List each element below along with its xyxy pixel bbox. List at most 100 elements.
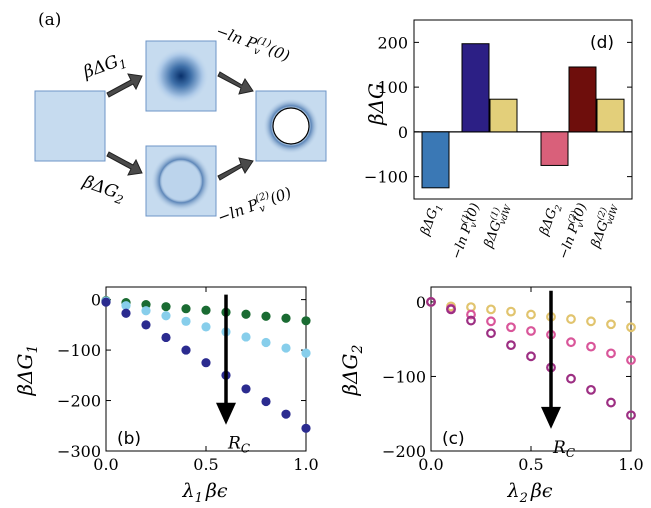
svg-text:βΔG2: βΔG2 bbox=[79, 172, 128, 208]
svg-text:−ln Pv(2)(0): −ln Pv(2)(0) bbox=[215, 183, 295, 230]
points-b bbox=[101, 296, 311, 433]
data-point-b-s1 bbox=[241, 332, 251, 342]
data-point-b-s2 bbox=[161, 332, 171, 343]
data-point-b-s1 bbox=[281, 343, 291, 353]
bar-y-tick-label: −100 bbox=[364, 168, 408, 187]
arrow-upper-right bbox=[217, 71, 254, 95]
x-tick-label-b: 0.0 bbox=[93, 455, 118, 474]
panel-label-a: (a) bbox=[38, 10, 61, 30]
y-axis-label-b: βΔG1 bbox=[13, 345, 41, 397]
bar-y-axis-label: βΔG bbox=[364, 83, 388, 126]
bar-category-label: βΔG1 bbox=[418, 201, 447, 239]
data-point-c-s2 bbox=[426, 297, 436, 307]
rc-arrow-c: RC bbox=[541, 290, 575, 460]
arrow-lower-left bbox=[106, 151, 143, 176]
bar-category-text: βΔG(1)vdW bbox=[478, 200, 514, 252]
bar-plot-frame bbox=[413, 19, 633, 200]
bar bbox=[461, 43, 490, 133]
data-point-b-s1 bbox=[121, 301, 131, 311]
bar-category-labels: βΔG1−ln P(1)v(0)βΔG(1)vdW βΔG2−ln P(2)v(0… bbox=[418, 200, 622, 261]
data-point-c-s2 bbox=[586, 384, 596, 395]
bar-y-tick-label: 200 bbox=[377, 33, 408, 52]
data-point-b-s0 bbox=[181, 304, 191, 314]
data-point-b-s1 bbox=[201, 322, 211, 332]
arrow-upper-left bbox=[106, 73, 143, 98]
rc-arrow-head-c bbox=[541, 406, 561, 429]
data-point-b-s0 bbox=[281, 313, 291, 323]
bar bbox=[421, 131, 450, 189]
rc-arrow-head-b bbox=[216, 402, 236, 425]
data-point-b-s1 bbox=[261, 337, 271, 348]
label-dG2: βΔG2 bbox=[79, 172, 128, 208]
x-tick-label-c: 0.5 bbox=[518, 455, 543, 474]
schematic-panel: (a) βΔG1 βΔG2 −ln Pv(1)(0) −ln Pv(2)(0) bbox=[34, 10, 327, 230]
bar-category-label: −ln P(1)v(0) bbox=[449, 201, 483, 261]
data-point-b-s2 bbox=[121, 308, 131, 318]
panel-label-c: (c) bbox=[442, 429, 465, 449]
panel-label-b: (b) bbox=[117, 429, 141, 449]
bar-y-tick-label: 0 bbox=[398, 123, 408, 142]
x-tick-label-c: 1.0 bbox=[618, 455, 643, 474]
svg-text:βΔG2: βΔG2 bbox=[338, 344, 366, 396]
label-lnP1: −ln Pv(1)(0) bbox=[213, 21, 293, 68]
bar-chart-bars bbox=[421, 43, 625, 189]
data-point-c-s2 bbox=[446, 304, 456, 315]
data-point-b-s0 bbox=[201, 305, 211, 315]
data-point-c-s1 bbox=[586, 341, 596, 352]
data-point-c-s2 bbox=[506, 340, 516, 351]
data-point-b-s2 bbox=[141, 320, 151, 330]
data-point-c-s2 bbox=[606, 397, 616, 408]
data-point-b-s2 bbox=[241, 384, 251, 394]
bar-category-label: βΔG(2)vdW bbox=[585, 200, 621, 252]
points-c bbox=[426, 297, 636, 421]
y-tick-label-b: −200 bbox=[57, 392, 101, 411]
bar-category-label: βΔG(1)vdW bbox=[478, 200, 514, 252]
data-point-b-s2 bbox=[261, 396, 271, 407]
bar-category-text: βΔG1 bbox=[418, 201, 447, 239]
x-axis-label-b: λ1 βϵ bbox=[182, 480, 228, 506]
rc-label-b: RC bbox=[227, 434, 250, 456]
data-point-b-s0 bbox=[241, 309, 251, 319]
y-axis-label-c: βΔG2 bbox=[338, 344, 366, 396]
data-point-c-s1 bbox=[526, 326, 536, 336]
data-point-c-s1 bbox=[506, 322, 516, 333]
svg-text:−ln Pv(1)(0): −ln Pv(1)(0) bbox=[213, 21, 293, 68]
x-axis-label-c: λ2 βϵ bbox=[507, 480, 553, 506]
data-point-b-s2 bbox=[101, 297, 111, 307]
bar-category-text: βΔG(2)vdW bbox=[585, 200, 621, 252]
y-tick-label-b: 0 bbox=[91, 291, 101, 310]
data-point-b-s1 bbox=[301, 348, 311, 358]
axes-b: 0.0 0.5 1.0 0 −100 −200 −300 bbox=[57, 286, 319, 474]
bar-y-tick-label: 100 bbox=[377, 78, 408, 97]
data-point-c-s0 bbox=[506, 306, 516, 317]
data-point-c-s2 bbox=[566, 373, 576, 384]
bar bbox=[489, 98, 518, 133]
data-point-c-s1 bbox=[626, 355, 636, 365]
data-point-b-s2 bbox=[201, 358, 211, 368]
data-point-b-s1 bbox=[181, 316, 191, 326]
data-point-c-s2 bbox=[486, 328, 496, 339]
svg-text:βΔG: βΔG bbox=[364, 83, 388, 126]
data-point-c-s0 bbox=[566, 314, 576, 324]
empty-box bbox=[34, 90, 106, 162]
data-point-c-s2 bbox=[466, 315, 476, 326]
data-point-c-s0 bbox=[586, 316, 596, 327]
y-tick-label-b: −300 bbox=[57, 442, 101, 461]
cavity-circle bbox=[272, 107, 310, 145]
bar bbox=[568, 66, 597, 133]
data-point-b-s2 bbox=[281, 409, 291, 419]
data-point-b-s1 bbox=[161, 311, 171, 321]
data-point-b-s1 bbox=[141, 306, 151, 316]
x-tick-label-b: 1.0 bbox=[293, 455, 318, 474]
y-tick-label-c: −100 bbox=[382, 367, 426, 386]
panel-label-d: (d) bbox=[590, 33, 614, 53]
rc-arrow-b: RC bbox=[216, 294, 250, 456]
bar-category-label: βΔG2 bbox=[537, 204, 566, 239]
data-point-c-s1 bbox=[606, 348, 616, 359]
data-point-c-s2 bbox=[626, 410, 636, 421]
data-point-b-s2 bbox=[301, 423, 311, 433]
data-point-b-s0 bbox=[261, 311, 271, 321]
rc-label-c: RC bbox=[552, 438, 575, 460]
data-point-c-s2 bbox=[526, 351, 536, 362]
y-tick-label-b: −100 bbox=[57, 341, 101, 360]
